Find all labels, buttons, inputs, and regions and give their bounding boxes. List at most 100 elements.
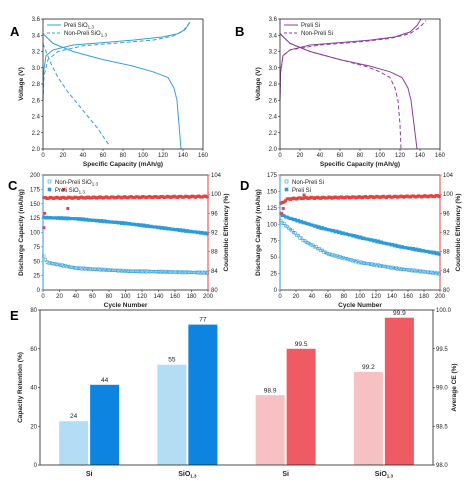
series-0-point — [109, 268, 114, 272]
series-0-point — [73, 266, 77, 270]
series-0-point — [95, 268, 99, 272]
series-0-point — [416, 270, 420, 274]
x-tick-label: 60 — [337, 153, 344, 159]
y-right-axis-label: Coulombic Efficiency (%) — [455, 193, 462, 271]
series-0-point — [170, 270, 175, 274]
panel-letter: D — [240, 178, 249, 193]
legend-label-1: Preli SiO1.3 — [55, 188, 85, 195]
series-0-point — [146, 269, 150, 273]
series-0-point — [316, 247, 320, 251]
panel-letter: E — [10, 308, 19, 323]
x-tick-label: 20 — [56, 294, 63, 300]
y-tick-label: 125 — [30, 216, 41, 222]
series-0-point — [384, 265, 388, 269]
series-0-point — [129, 269, 133, 273]
series-0-point — [296, 234, 300, 238]
series-0-point — [319, 248, 323, 252]
series-0-point — [101, 268, 105, 272]
y-right-tick-label: 80 — [443, 288, 450, 294]
series-0-point — [351, 259, 355, 263]
group-3-bar-0-label: 99.2 — [362, 364, 375, 371]
series-0-point — [194, 270, 198, 274]
series-0-point — [47, 261, 51, 265]
series-0-point — [118, 268, 122, 272]
y-right-tick-label: 99.0 — [436, 386, 448, 392]
x-tick-label: 140 — [153, 294, 164, 300]
series-0-point — [311, 243, 315, 247]
series-0-point — [399, 267, 403, 272]
series-0-point — [52, 262, 56, 266]
group-0-bar-1 — [90, 384, 120, 465]
group-2-bar-1-label: 99.5 — [295, 341, 308, 348]
series-0-point — [65, 265, 69, 269]
group-0-bar-0 — [59, 421, 89, 465]
series-0-point — [327, 252, 331, 256]
panel-A: A 0 20 40 60 80 100 120 140 160 2.0 2.2 2.4 2.6 2.8 3.0… — [10, 17, 209, 168]
markers — [42, 187, 209, 275]
series-0-point — [381, 264, 385, 269]
x-tick-label: 140 — [178, 153, 189, 159]
series-0-point — [375, 264, 379, 268]
series-0-point — [431, 271, 435, 275]
y-tick-label: 2.6 — [32, 98, 41, 104]
series-0-point — [346, 257, 350, 261]
series-0-point — [55, 263, 59, 267]
y-tick-label: 100 — [30, 231, 41, 237]
y-right-tick-label: 96 — [211, 211, 218, 217]
x-tick-label: 60 — [325, 294, 332, 300]
x-axis-label: Cycle Number — [338, 302, 382, 309]
series-0-point — [298, 236, 302, 240]
panel-E: E 24 44 Si 55 77 SiO1.3 98.9 99.5 Si 99.2 99.9 SiO1.… — [10, 308, 458, 479]
series-0-point — [81, 266, 85, 270]
series-0-point — [80, 267, 84, 271]
series-0-point — [121, 268, 125, 272]
series-0-point — [172, 270, 176, 274]
series-0-discharge-line — [42, 33, 182, 150]
series-0-point — [108, 268, 112, 272]
series-1-charge-line — [279, 20, 427, 101]
y-axis-label: Discharge Capacity (mAh/g) — [255, 189, 262, 276]
series-0-point — [410, 269, 414, 273]
series-0-point — [53, 262, 57, 266]
x-tick-label: 0 — [278, 294, 282, 300]
series-0-point — [282, 221, 286, 226]
y-tick-label: 40 — [30, 386, 37, 392]
series-0-point — [190, 270, 194, 275]
y-tick-label: 125 — [267, 206, 278, 212]
group-2-bar-0 — [255, 395, 285, 465]
legend-marker-0 — [284, 179, 289, 184]
series-0-point — [348, 258, 352, 262]
series-0-point — [126, 269, 130, 273]
x-tick-label: 40 — [317, 153, 324, 159]
legend-label-1: Non-Preli Si — [301, 31, 333, 37]
y-right-tick-label: 100 — [211, 192, 222, 198]
y-tick-label: 80 — [30, 308, 37, 314]
x-tick-label: 40 — [80, 153, 87, 159]
x-tick-label: 80 — [357, 153, 364, 159]
x-tick-label: 60 — [89, 294, 96, 300]
category-label-1: SiO1.3 — [178, 471, 197, 479]
y-tick-label: 50 — [270, 255, 277, 261]
y-tick-label: 2.4 — [269, 115, 278, 121]
series-0-point — [423, 270, 427, 274]
series-0-point — [113, 268, 117, 273]
series-0-point — [293, 231, 297, 235]
y-right-axis-label: Coulombic Efficiency (%) — [223, 193, 230, 271]
y-tick-label: 100 — [267, 222, 278, 228]
series-0-point — [106, 268, 110, 272]
series-0-point — [154, 269, 158, 274]
x-tick-label: 120 — [395, 153, 406, 159]
series-0-point — [166, 270, 170, 274]
y-tick-label: 2.6 — [269, 98, 278, 104]
x-tick-label: 20 — [293, 294, 300, 300]
series-0-point — [306, 241, 310, 245]
series-0-point — [164, 269, 168, 273]
series-0-point — [162, 270, 166, 274]
y-right-tick-label: 100.0 — [436, 308, 452, 314]
y-tick-label: 75 — [33, 245, 40, 251]
x-tick-label: 20 — [60, 153, 67, 159]
series-2-outlier-point — [62, 187, 66, 191]
group-0-bar-1-label: 44 — [101, 377, 109, 384]
y-right-tick-label: 84 — [211, 269, 218, 275]
